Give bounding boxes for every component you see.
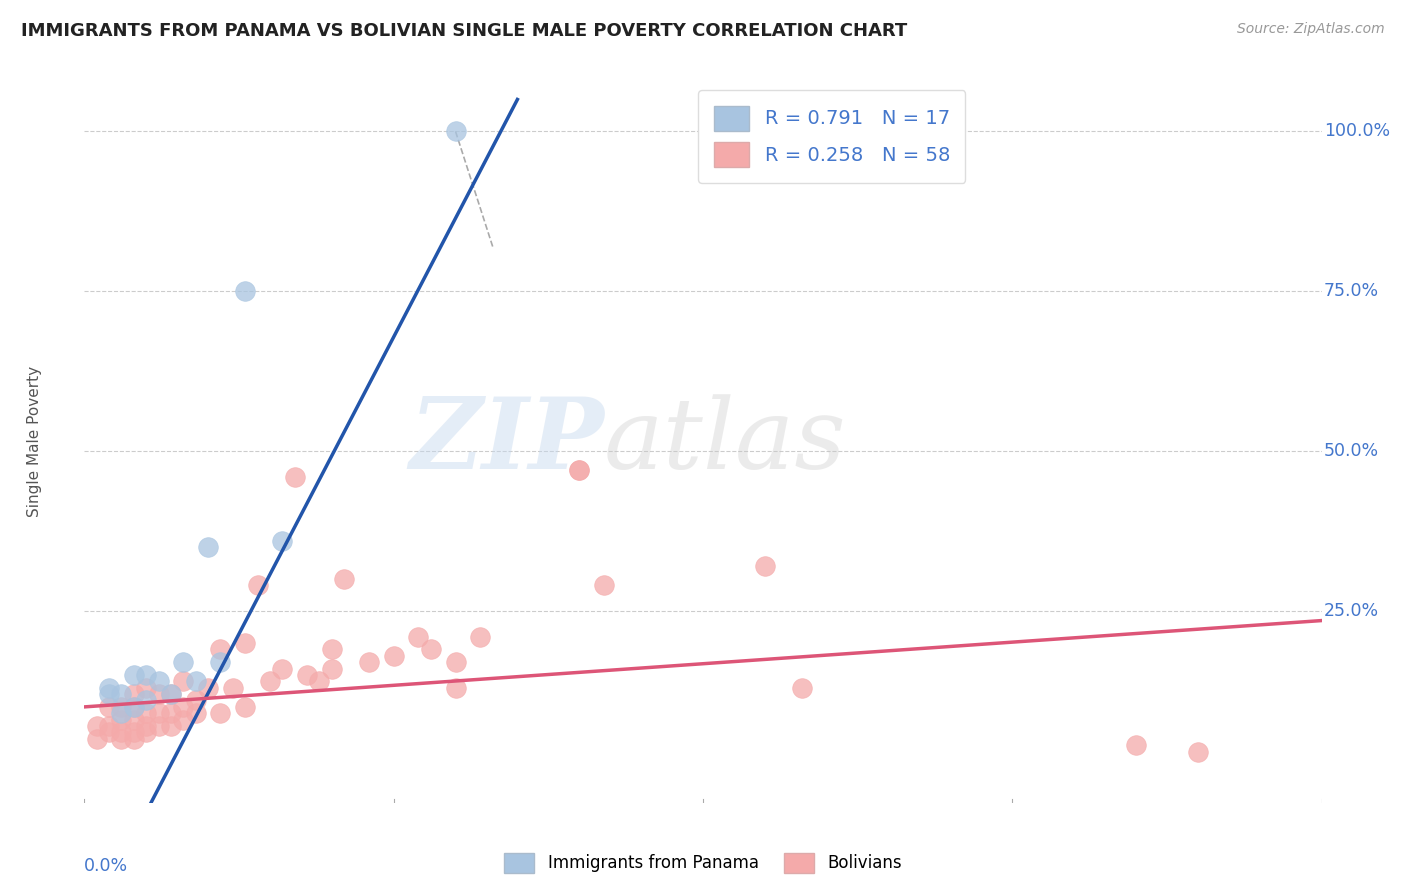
Point bbox=[98, 699, 121, 714]
Point bbox=[222, 681, 245, 695]
Point bbox=[148, 706, 170, 721]
Point bbox=[259, 674, 281, 689]
Point bbox=[172, 713, 194, 727]
Point bbox=[122, 699, 145, 714]
Point bbox=[444, 655, 467, 669]
Point bbox=[197, 681, 219, 695]
Point bbox=[148, 674, 170, 689]
Point bbox=[233, 285, 256, 299]
Point bbox=[148, 719, 170, 733]
Point bbox=[321, 642, 343, 657]
Point bbox=[184, 674, 207, 689]
Point bbox=[568, 463, 591, 477]
Point bbox=[172, 655, 194, 669]
Point bbox=[233, 699, 256, 714]
Point bbox=[98, 687, 121, 701]
Point bbox=[790, 681, 813, 695]
Point bbox=[135, 725, 157, 739]
Point bbox=[110, 713, 132, 727]
Point bbox=[593, 578, 616, 592]
Point bbox=[98, 681, 121, 695]
Text: Source: ZipAtlas.com: Source: ZipAtlas.com bbox=[1237, 22, 1385, 37]
Text: ZIP: ZIP bbox=[409, 393, 605, 490]
Point bbox=[122, 668, 145, 682]
Point bbox=[295, 668, 318, 682]
Legend: Immigrants from Panama, Bolivians: Immigrants from Panama, Bolivians bbox=[498, 847, 908, 880]
Point bbox=[357, 655, 380, 669]
Point bbox=[184, 693, 207, 707]
Point bbox=[382, 648, 405, 663]
Point bbox=[110, 731, 132, 746]
Point bbox=[470, 630, 492, 644]
Point bbox=[135, 719, 157, 733]
Point bbox=[110, 725, 132, 739]
Point bbox=[86, 719, 108, 733]
Point bbox=[444, 681, 467, 695]
Text: Single Male Poverty: Single Male Poverty bbox=[27, 366, 42, 517]
Legend: R = 0.791   N = 17, R = 0.258   N = 58: R = 0.791 N = 17, R = 0.258 N = 58 bbox=[699, 90, 966, 183]
Point bbox=[160, 687, 183, 701]
Point bbox=[98, 725, 121, 739]
Point bbox=[308, 674, 330, 689]
Point bbox=[135, 668, 157, 682]
Text: 100.0%: 100.0% bbox=[1324, 122, 1391, 140]
Point bbox=[271, 661, 294, 675]
Point bbox=[209, 655, 232, 669]
Point bbox=[419, 642, 441, 657]
Text: 25.0%: 25.0% bbox=[1324, 602, 1379, 620]
Point bbox=[122, 731, 145, 746]
Point bbox=[110, 687, 132, 701]
Point bbox=[246, 578, 269, 592]
Point bbox=[148, 687, 170, 701]
Point bbox=[1187, 745, 1209, 759]
Point bbox=[172, 699, 194, 714]
Text: IMMIGRANTS FROM PANAMA VS BOLIVIAN SINGLE MALE POVERTY CORRELATION CHART: IMMIGRANTS FROM PANAMA VS BOLIVIAN SINGL… bbox=[21, 22, 907, 40]
Point bbox=[209, 642, 232, 657]
Point bbox=[122, 713, 145, 727]
Point bbox=[1125, 738, 1147, 752]
Point bbox=[98, 719, 121, 733]
Text: 0.0%: 0.0% bbox=[84, 857, 128, 875]
Point bbox=[122, 687, 145, 701]
Text: atlas: atlas bbox=[605, 394, 846, 489]
Point bbox=[135, 693, 157, 707]
Point bbox=[754, 559, 776, 574]
Point bbox=[160, 719, 183, 733]
Point bbox=[197, 540, 219, 554]
Point bbox=[160, 706, 183, 721]
Point bbox=[321, 661, 343, 675]
Point bbox=[444, 124, 467, 138]
Point bbox=[233, 636, 256, 650]
Point bbox=[333, 572, 356, 586]
Point bbox=[122, 725, 145, 739]
Point bbox=[122, 699, 145, 714]
Point bbox=[135, 706, 157, 721]
Point bbox=[184, 706, 207, 721]
Text: 75.0%: 75.0% bbox=[1324, 282, 1379, 301]
Point bbox=[271, 533, 294, 548]
Text: 50.0%: 50.0% bbox=[1324, 442, 1379, 460]
Point bbox=[86, 731, 108, 746]
Point bbox=[160, 687, 183, 701]
Point bbox=[172, 674, 194, 689]
Point bbox=[110, 699, 132, 714]
Point bbox=[209, 706, 232, 721]
Point bbox=[568, 463, 591, 477]
Point bbox=[284, 469, 307, 483]
Point bbox=[110, 706, 132, 721]
Point bbox=[408, 630, 430, 644]
Point bbox=[135, 681, 157, 695]
